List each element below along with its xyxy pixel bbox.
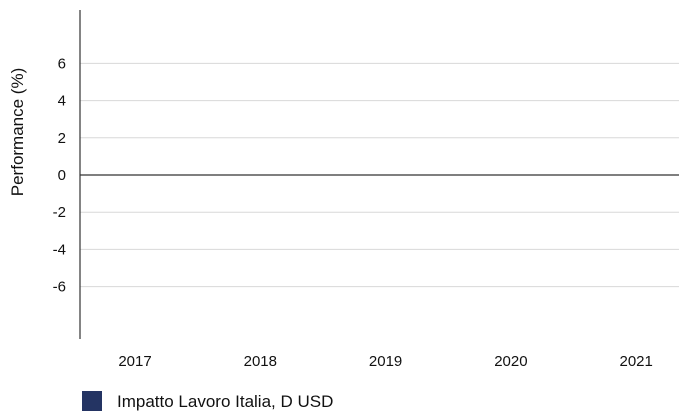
x-tick-label: 2018 — [244, 353, 277, 370]
y-axis-title: Performance (%) — [8, 68, 27, 196]
x-tick-label: 2019 — [369, 353, 402, 370]
legend-swatch — [82, 391, 102, 411]
x-tick-label: 2021 — [620, 353, 653, 370]
y-tick-label: -4 — [53, 241, 66, 258]
label-layer: 6 4 2 0 -2 -4 -6 2017 2018 2019 2020 2021 — [53, 55, 653, 370]
y-tick-label: 2 — [58, 130, 66, 147]
y-tick-label: 0 — [58, 167, 66, 184]
x-tick-label: 2017 — [118, 353, 151, 370]
y-tick-label: 4 — [58, 93, 66, 110]
legend-label: Impatto Lavoro Italia, D USD — [117, 392, 333, 411]
y-tick-label: -6 — [53, 279, 66, 296]
y-tick-label: 6 — [58, 55, 66, 72]
grid-layer — [80, 62, 679, 288]
x-tick-label: 2020 — [494, 353, 527, 370]
y-tick-label: -2 — [53, 204, 66, 221]
